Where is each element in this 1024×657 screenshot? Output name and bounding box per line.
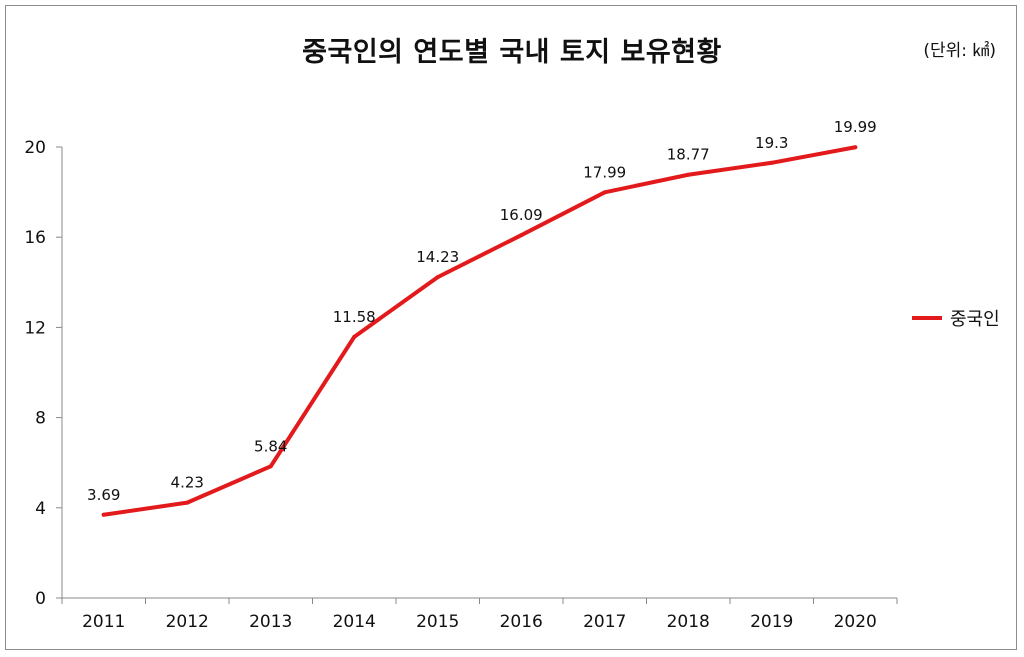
x-tick-label: 2018 bbox=[667, 612, 710, 632]
data-label: 17.99 bbox=[583, 163, 626, 181]
x-tick-label: 2011 bbox=[82, 612, 125, 632]
data-point bbox=[352, 334, 357, 339]
data-label: 19.99 bbox=[834, 118, 877, 136]
x-tick-label: 2012 bbox=[166, 612, 209, 632]
data-point bbox=[686, 172, 691, 177]
data-label: 18.77 bbox=[667, 146, 710, 164]
data-label: 3.69 bbox=[87, 486, 120, 504]
data-label: 11.58 bbox=[333, 308, 376, 326]
x-tick-label: 2020 bbox=[834, 612, 877, 632]
y-tick-label: 16 bbox=[24, 228, 46, 248]
data-label: 14.23 bbox=[416, 248, 459, 266]
y-tick-label: 0 bbox=[35, 589, 46, 609]
chart-frame bbox=[5, 5, 1017, 650]
x-tick-label: 2014 bbox=[333, 612, 376, 632]
legend-label: 중국인 bbox=[950, 309, 1000, 330]
data-point bbox=[101, 512, 106, 517]
data-label: 4.23 bbox=[171, 474, 204, 492]
data-point bbox=[519, 233, 524, 238]
y-tick-label: 4 bbox=[35, 499, 46, 519]
series-line bbox=[101, 145, 858, 517]
x-tick-label: 2015 bbox=[416, 612, 459, 632]
unit-note: (단위: ㎢) bbox=[923, 41, 996, 61]
y-tick-label: 20 bbox=[24, 138, 46, 158]
data-point bbox=[769, 160, 774, 165]
x-tick-label: 2016 bbox=[500, 612, 543, 632]
legend: 중국인 bbox=[912, 306, 1000, 330]
data-point bbox=[268, 464, 273, 469]
chart-title: 중국인의 연도별 국내 토지 보유현황 bbox=[302, 37, 722, 68]
x-tick-label: 2017 bbox=[583, 612, 626, 632]
y-tick-label: 8 bbox=[35, 409, 46, 429]
data-point bbox=[185, 500, 190, 505]
data-label: 5.84 bbox=[254, 437, 287, 455]
x-tick-label: 2019 bbox=[750, 612, 793, 632]
legend-swatch bbox=[912, 316, 942, 320]
x-tick-label: 2013 bbox=[249, 612, 292, 632]
y-tick-label: 12 bbox=[24, 318, 46, 338]
data-point bbox=[853, 145, 858, 150]
data-point bbox=[435, 275, 440, 280]
data-label: 19.3 bbox=[755, 134, 788, 152]
data-label: 16.09 bbox=[500, 206, 543, 224]
data-point bbox=[602, 190, 607, 195]
